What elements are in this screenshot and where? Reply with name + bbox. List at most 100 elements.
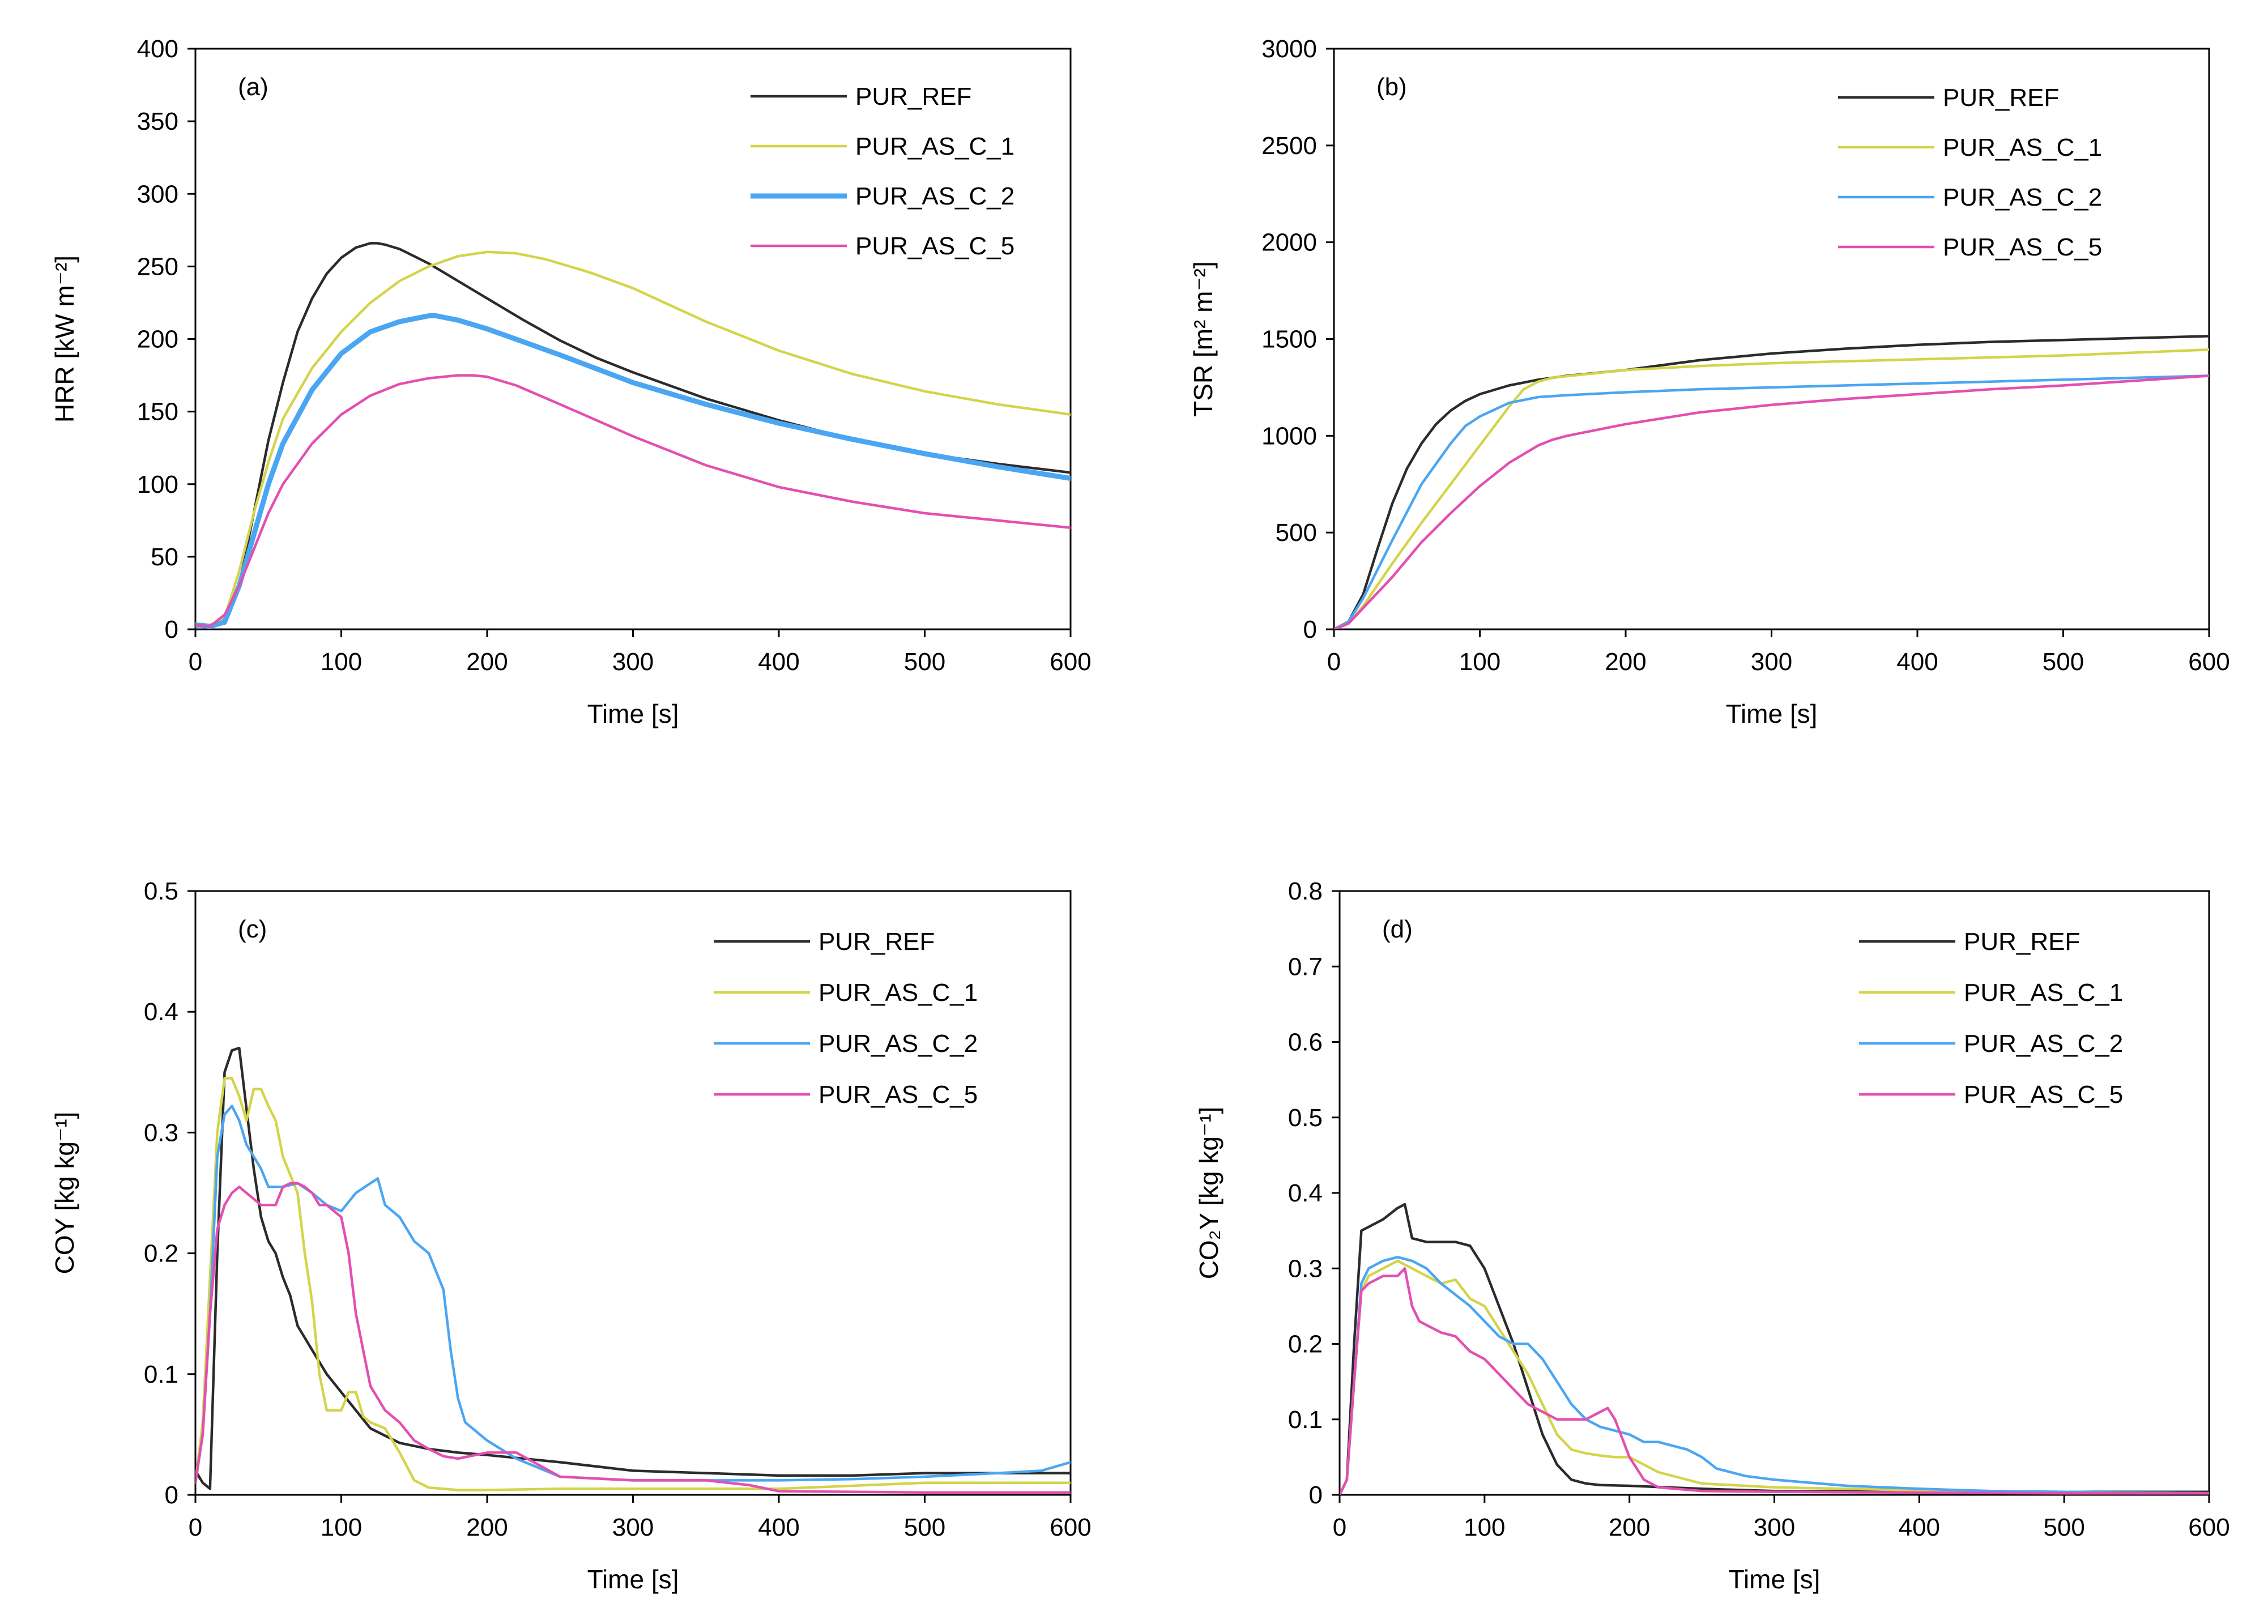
y-tick-label: 0 xyxy=(1309,1481,1323,1509)
x-tick-label: 600 xyxy=(1050,648,1091,676)
x-tick-label: 200 xyxy=(466,648,508,676)
legend-label: PUR_AS_C_5 xyxy=(1943,233,2102,261)
legend-label: PUR_AS_C_2 xyxy=(1943,184,2102,211)
series-line-pur-as-c-2 xyxy=(195,313,1071,629)
panel-label: (c) xyxy=(238,915,267,943)
legend: PUR_REF PUR_AS_C_1 PUR_AS_C_2 PUR_AS_C_5 xyxy=(751,83,1014,260)
legend-label: PUR_REF xyxy=(818,928,935,956)
panel-b: 0 100 200 300 400 500 600 0 500 1000 1500 2000 2500 3… xyxy=(1188,35,2230,728)
legend-label: PUR_REF xyxy=(1964,928,2080,956)
y-tick-label: 0.5 xyxy=(144,877,178,905)
x-tick-label: 500 xyxy=(2043,1514,2084,1541)
legend-label: PUR_AS_C_1 xyxy=(855,133,1014,160)
series-line-pur-as-c-2 xyxy=(1334,374,2209,629)
legend-label: PUR_AS_C_2 xyxy=(818,1030,978,1058)
legend-label: PUR_AS_C_1 xyxy=(1964,979,2123,1007)
series-lines xyxy=(195,242,1071,629)
x-tick-label: 200 xyxy=(1605,648,1646,676)
series-line-pur-as-c-5 xyxy=(1340,1267,2209,1495)
series-line-pur-as-c-2 xyxy=(1340,1256,2209,1495)
panel-label: (a) xyxy=(238,73,268,101)
panel-d: 0 100 200 300 400 500 600 0 0.1 0.2 0.3 0.4 0.5 0.6 0.… xyxy=(1194,877,2230,1594)
legend-label: PUR_AS_C_5 xyxy=(818,1081,978,1109)
series-lines xyxy=(195,1046,1071,1494)
y-tick-label: 0.4 xyxy=(1288,1179,1323,1207)
series-line-pur-as-c-1 xyxy=(1334,348,2209,629)
series-line-pur-as-c-1 xyxy=(195,250,1071,626)
y-tick-label: 0.2 xyxy=(1288,1331,1323,1358)
x-tick-label: 500 xyxy=(2043,648,2084,676)
x-tick-label: 400 xyxy=(758,1514,799,1541)
series-lines xyxy=(1340,1203,2209,1495)
x-axis-label: Time [s] xyxy=(587,1565,679,1594)
x-axis-label: Time [s] xyxy=(1726,699,1818,728)
legend-label: PUR_AS_C_2 xyxy=(1964,1030,2123,1058)
x-tick-label: 600 xyxy=(2188,648,2229,676)
series-line-pur-as-c-2 xyxy=(195,1105,1071,1484)
y-tick-label: 0.4 xyxy=(144,998,178,1026)
series-lines xyxy=(1334,335,2209,629)
panel-a: 0 100 200 300 400 500 600 0 50 100 150 200 250 300 350… xyxy=(50,35,1092,728)
x-tick-label: 200 xyxy=(466,1514,508,1541)
legend-label: PUR_AS_C_5 xyxy=(855,232,1014,260)
y-tick-label: 0.3 xyxy=(1288,1255,1323,1282)
y-tick-label: 0.1 xyxy=(144,1361,178,1388)
y-tick-label: 0 xyxy=(1303,616,1317,643)
y-tick-label: 250 xyxy=(137,253,178,280)
x-tick-label: 400 xyxy=(1896,648,1938,676)
legend-label: PUR_REF xyxy=(855,83,971,110)
y-tick-label: 0.3 xyxy=(144,1119,178,1146)
y-tick-label: 0.5 xyxy=(1288,1104,1323,1132)
x-tick-label: 0 xyxy=(189,1514,202,1541)
y-tick-label: 0.6 xyxy=(1288,1029,1323,1056)
x-tick-label: 500 xyxy=(904,648,945,676)
y-tick-label: 0.7 xyxy=(1288,953,1323,981)
series-line-pur-ref xyxy=(195,1046,1071,1490)
y-axis-label: CO₂Y [kg kg⁻¹] xyxy=(1194,1107,1223,1280)
y-axis-label: HRR [kW m⁻²] xyxy=(50,255,79,423)
series-line-pur-as-c-1 xyxy=(1340,1259,2209,1495)
x-tick-label: 100 xyxy=(321,1514,362,1541)
series-line-pur-ref xyxy=(195,242,1071,628)
x-tick-label: 0 xyxy=(1327,648,1341,676)
y-axis-label: COY [kg kg⁻¹] xyxy=(50,1112,79,1275)
x-tick-label: 100 xyxy=(1464,1514,1505,1541)
y-tick-label: 3000 xyxy=(1261,35,1317,63)
legend: PUR_REF PUR_AS_C_1 PUR_AS_C_2 PUR_AS_C_5 xyxy=(714,928,978,1109)
panel-c: 0 100 200 300 400 500 600 0 0.1 0.2 0.3 0.4 0.5 Time … xyxy=(50,877,1092,1594)
x-axis-label: Time [s] xyxy=(587,699,679,728)
y-tick-label: 400 xyxy=(137,35,178,63)
y-tick-label: 2500 xyxy=(1261,132,1317,160)
y-tick-label: 0.1 xyxy=(1288,1406,1323,1434)
x-tick-label: 300 xyxy=(612,1514,654,1541)
y-tick-label: 0 xyxy=(165,616,178,643)
legend-label: PUR_REF xyxy=(1943,84,2059,112)
legend: PUR_REF PUR_AS_C_1 PUR_AS_C_2 PUR_AS_C_5 xyxy=(1859,928,2123,1109)
x-tick-label: 100 xyxy=(321,648,362,676)
x-tick-label: 400 xyxy=(758,648,799,676)
x-tick-label: 500 xyxy=(904,1514,945,1541)
y-tick-label: 500 xyxy=(1276,519,1317,547)
series-line-pur-ref xyxy=(1340,1203,2209,1495)
legend-label: PUR_AS_C_1 xyxy=(818,979,978,1007)
x-tick-label: 0 xyxy=(189,648,202,676)
y-tick-label: 300 xyxy=(137,180,178,208)
x-tick-label: 100 xyxy=(1459,648,1500,676)
y-axis-label: TSR [m² m⁻²] xyxy=(1188,261,1218,417)
series-line-pur-as-c-1 xyxy=(195,1077,1071,1491)
legend-label: PUR_AS_C_2 xyxy=(855,182,1014,210)
x-tick-label: 300 xyxy=(1754,1514,1795,1541)
y-tick-label: 100 xyxy=(137,471,178,498)
y-tick-label: 2000 xyxy=(1261,229,1317,257)
x-tick-label: 600 xyxy=(2188,1514,2229,1541)
series-line-pur-as-c-5 xyxy=(195,374,1071,628)
series-line-pur-ref xyxy=(1334,335,2209,629)
y-tick-label: 50 xyxy=(151,543,178,571)
x-tick-label: 600 xyxy=(1050,1514,1091,1541)
y-tick-label: 1500 xyxy=(1261,326,1317,353)
x-axis-label: Time [s] xyxy=(1729,1565,1821,1594)
y-tick-label: 0.2 xyxy=(144,1240,178,1268)
series-line-pur-as-c-5 xyxy=(1334,374,2209,629)
